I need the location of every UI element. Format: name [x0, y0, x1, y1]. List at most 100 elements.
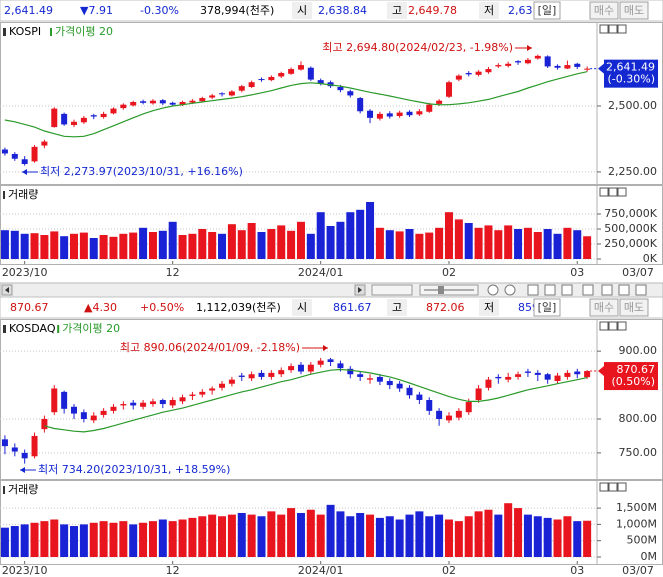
quote-label: 저: [484, 301, 494, 314]
button-label[interactable]: [일]: [538, 300, 557, 314]
y-tick-label: 750,000K: [604, 207, 657, 220]
volume-bar: [178, 519, 187, 557]
button-label[interactable]: [일]: [538, 3, 557, 17]
candle-body: [110, 108, 117, 114]
tool-button[interactable]: [635, 284, 647, 296]
current-date: 03/07: [622, 266, 654, 279]
candle-body: [357, 98, 364, 112]
button[interactable]: [533, 1, 561, 20]
panel-icon: [599, 187, 609, 197]
volume-bar: [306, 509, 315, 557]
candle-body: [258, 372, 265, 377]
candle-body: [515, 61, 522, 63]
button-label[interactable]: 매수: [594, 4, 614, 17]
candle-body: [297, 65, 304, 70]
volume-bar: [435, 514, 444, 557]
volume-bar: [296, 221, 305, 259]
volume-bar: [30, 522, 39, 557]
candle-body: [51, 388, 58, 413]
button-label[interactable]: 매도: [624, 4, 644, 17]
y-tick-label: 0K: [643, 252, 658, 265]
candle-body: [209, 388, 216, 391]
button[interactable]: [619, 298, 649, 317]
last-price-pointer: [598, 63, 604, 74]
tool-button[interactable]: [561, 284, 573, 296]
tool-button[interactable]: [544, 284, 556, 296]
y-tick-label: 1,000M: [616, 517, 657, 530]
candle-body: [416, 394, 423, 400]
volume-bar: [158, 519, 167, 557]
zoom-in-button[interactable]: [504, 284, 516, 296]
candle-body: [307, 364, 314, 372]
candle-body: [288, 366, 295, 371]
tool-button[interactable]: [582, 284, 594, 296]
zoom-out-button[interactable]: [487, 284, 499, 296]
volume-bar: [474, 511, 483, 557]
button[interactable]: [589, 298, 619, 317]
volume-bar: [543, 229, 552, 259]
candle-body: [120, 104, 127, 109]
volume-bar: [533, 516, 542, 557]
play-controls[interactable]: [371, 284, 413, 296]
volume-bar: [188, 517, 197, 557]
volume-bar: [20, 524, 29, 557]
candle-body: [515, 374, 522, 377]
volume-bar: [464, 516, 473, 557]
volume-bar: [444, 212, 453, 259]
volume-bar: [425, 232, 434, 259]
scrollbar[interactable]: [0, 282, 663, 298]
volume-bar: [533, 232, 542, 259]
panel-title: 거래량: [8, 483, 38, 496]
volume-bar: [444, 519, 453, 557]
quote-value: 2,641.49: [4, 4, 53, 17]
button[interactable]: [589, 1, 619, 20]
candle-body: [288, 69, 295, 74]
volume-bar: [543, 517, 552, 557]
candle-body: [436, 410, 443, 419]
volume-bar: [99, 235, 108, 259]
candle-body: [61, 113, 68, 125]
volume-bar: [168, 521, 177, 557]
x-tick-label: 2023/10: [2, 564, 48, 577]
quote-label-cell: [479, 299, 499, 316]
ma-legend: 가격이평 20: [62, 322, 120, 335]
candle-body: [80, 412, 87, 419]
candle-body: [584, 371, 591, 378]
button-label[interactable]: 매도: [624, 301, 644, 314]
tool-button[interactable]: [618, 284, 630, 296]
candle-body: [238, 375, 245, 377]
candle-body: [426, 400, 433, 411]
volume-bar: [277, 225, 286, 259]
title-marker: [3, 28, 6, 36]
slider-thumb[interactable]: [438, 286, 444, 294]
button[interactable]: [533, 298, 561, 317]
candle-body: [347, 368, 354, 375]
volume-bar: [109, 236, 118, 259]
quote-label-cell: [387, 299, 407, 316]
button[interactable]: [619, 1, 649, 20]
panel-icon: [608, 321, 618, 331]
button-label[interactable]: 매수: [594, 301, 614, 314]
volume-bar: [316, 212, 325, 259]
quote-label: 고: [392, 301, 402, 314]
candle-body: [445, 82, 452, 97]
candle-body: [90, 415, 97, 421]
candle-body: [386, 381, 393, 386]
quote-label-cell: [292, 299, 312, 316]
volume-bar: [296, 512, 305, 557]
volume-bar: [405, 229, 414, 259]
y-tick-label: 2,500.00: [608, 99, 657, 112]
tool-button[interactable]: [527, 284, 539, 296]
candle-body: [396, 383, 403, 389]
candle-body: [524, 59, 531, 64]
volume-bar: [30, 233, 39, 259]
candle-body: [219, 383, 226, 388]
volume-bar: [573, 230, 582, 259]
quote-value: 2,63: [508, 4, 533, 17]
volume-bar: [198, 516, 207, 557]
volume-bar: [504, 225, 513, 259]
volume-bar: [109, 522, 118, 557]
tool-button[interactable]: [601, 284, 613, 296]
volume-bar: [89, 238, 98, 259]
